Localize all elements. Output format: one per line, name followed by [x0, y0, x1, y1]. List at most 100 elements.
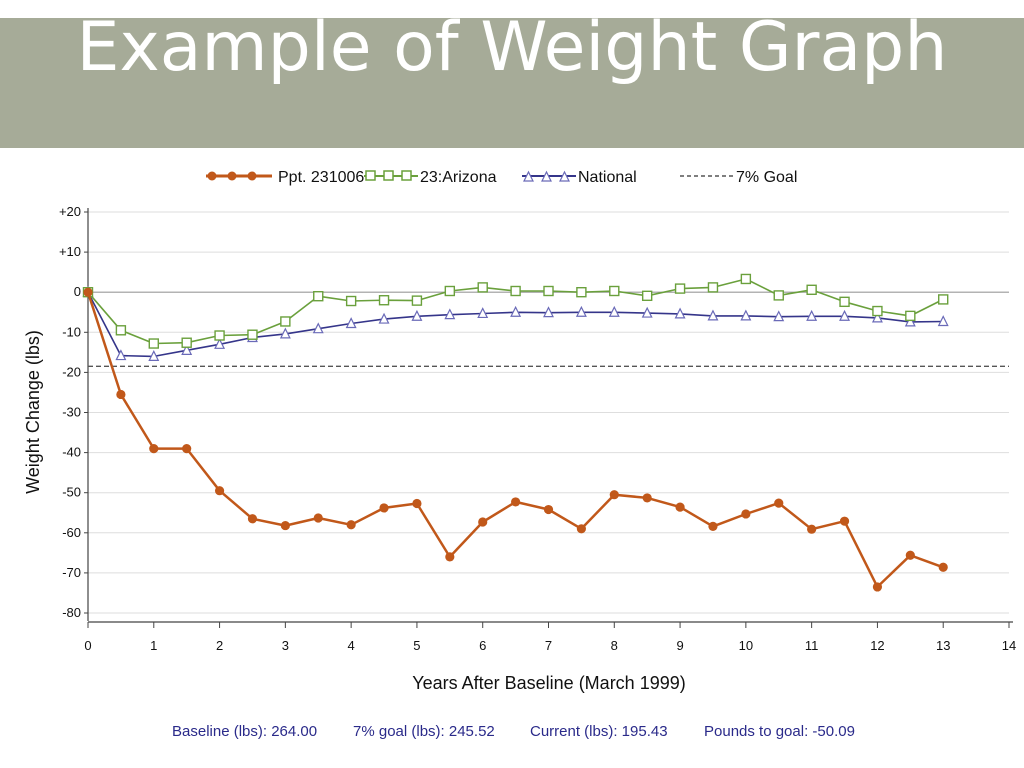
data-point	[707, 282, 719, 293]
data-point	[839, 296, 850, 308]
data-point	[938, 294, 949, 305]
x-tick-label: 12	[870, 638, 884, 653]
x-tick-label: 13	[936, 638, 950, 653]
data-point	[575, 305, 587, 317]
current-stat: Current (lbs): 195.43	[530, 723, 668, 740]
y-tick-label: +10	[59, 244, 81, 259]
data-point	[510, 285, 521, 297]
x-tick-labels: 0 1 2 3 4 5 6 7 8 9 10 11 12 13 14	[84, 638, 1016, 653]
data-point	[313, 291, 324, 302]
data-point	[181, 344, 193, 355]
x-tick-label: 2	[216, 638, 223, 653]
data-point	[279, 327, 291, 339]
data-point	[543, 285, 554, 297]
x-tick-label: 6	[479, 638, 486, 653]
data-point	[740, 309, 752, 321]
data-point	[148, 350, 160, 361]
data-point	[708, 521, 718, 531]
y-tick-labels: +20 +10 0 -10 -20 -30 -40 -50 -60 -70 -80	[59, 204, 81, 620]
x-tick-label: 11	[805, 638, 819, 653]
data-point	[543, 504, 554, 515]
data-point	[872, 305, 883, 317]
data-point	[313, 513, 323, 523]
legend: Ppt. 231006 23:Arizona National 7% Goal	[206, 169, 797, 186]
data-point	[148, 338, 159, 349]
data-point	[378, 312, 390, 324]
legend-item-ppt: Ppt. 231006	[206, 169, 364, 186]
data-point	[904, 315, 916, 327]
data-point	[807, 524, 817, 534]
series-national	[82, 285, 949, 361]
legend-label-goal: 7% Goal	[736, 169, 797, 186]
data-point	[872, 582, 883, 592]
data-point	[182, 443, 192, 454]
gridlines	[88, 211, 1009, 614]
y-tick-label: -50	[62, 485, 81, 500]
x-tick-label: 10	[739, 638, 753, 653]
data-point	[576, 524, 586, 534]
series-layer	[82, 273, 949, 592]
data-point	[937, 315, 949, 327]
data-point	[214, 486, 225, 496]
y-axis-title: Weight Change (lbs)	[23, 330, 43, 494]
data-point	[444, 285, 456, 297]
pounds-to-goal-stat: Pounds to goal: -50.09	[704, 723, 855, 740]
data-point	[674, 283, 686, 294]
data-point	[247, 329, 258, 340]
y-tick-label: -70	[62, 565, 81, 580]
legend-item-national: National	[522, 169, 637, 186]
data-point	[444, 308, 456, 320]
data-point	[905, 550, 915, 560]
y-tick-label: -40	[62, 445, 81, 460]
y-tick-label: -60	[62, 525, 81, 540]
data-point	[312, 322, 324, 334]
data-point	[477, 282, 488, 293]
data-point	[477, 307, 489, 319]
x-axis-title: Years After Baseline (March 1999)	[412, 673, 685, 693]
data-point	[280, 316, 291, 327]
x-tick-label: 14	[1002, 638, 1016, 653]
title-band: Example of Weight Graph	[0, 18, 1024, 148]
data-point	[149, 443, 159, 454]
data-point	[839, 309, 851, 321]
baseline-stat: Baseline (lbs): 264.00	[172, 723, 318, 740]
data-point	[510, 305, 522, 317]
legend-item-arizona: 23:Arizona	[364, 169, 497, 186]
data-point	[609, 490, 619, 500]
x-tick-label: 4	[348, 638, 355, 653]
data-point	[346, 520, 356, 530]
legend-label-national: National	[578, 169, 637, 186]
data-point	[247, 514, 258, 524]
data-point	[115, 349, 127, 361]
x-tick-label: 7	[545, 638, 552, 653]
y-tick-label: -10	[62, 324, 81, 339]
y-tick-label: -20	[62, 364, 81, 379]
data-point	[511, 497, 521, 507]
data-point	[806, 284, 817, 295]
data-point	[576, 287, 587, 298]
y-tick-label: +20	[59, 204, 81, 219]
legend-label-ppt: Ppt. 231006	[278, 169, 364, 186]
legend-label-arizona: 23:Arizona	[420, 169, 497, 186]
data-point	[83, 287, 93, 297]
series-arizona	[82, 273, 949, 349]
data-point	[608, 305, 620, 317]
y-tick-label: 0	[74, 284, 81, 299]
data-point	[411, 309, 423, 321]
x-tick-label: 1	[150, 638, 157, 653]
data-point	[675, 502, 685, 512]
data-point	[641, 306, 653, 318]
data-point	[641, 290, 653, 302]
data-point	[115, 325, 127, 336]
data-point	[411, 295, 423, 306]
data-point	[674, 307, 686, 319]
data-point	[214, 330, 225, 341]
data-point	[478, 517, 488, 527]
data-point	[905, 310, 916, 322]
data-point	[345, 295, 357, 307]
data-point	[214, 337, 226, 349]
slide-title: Example of Weight Graph	[76, 18, 948, 87]
stats-footer: Baseline (lbs): 264.00 7% goal (lbs): 245…	[172, 723, 855, 740]
data-point	[806, 309, 818, 321]
